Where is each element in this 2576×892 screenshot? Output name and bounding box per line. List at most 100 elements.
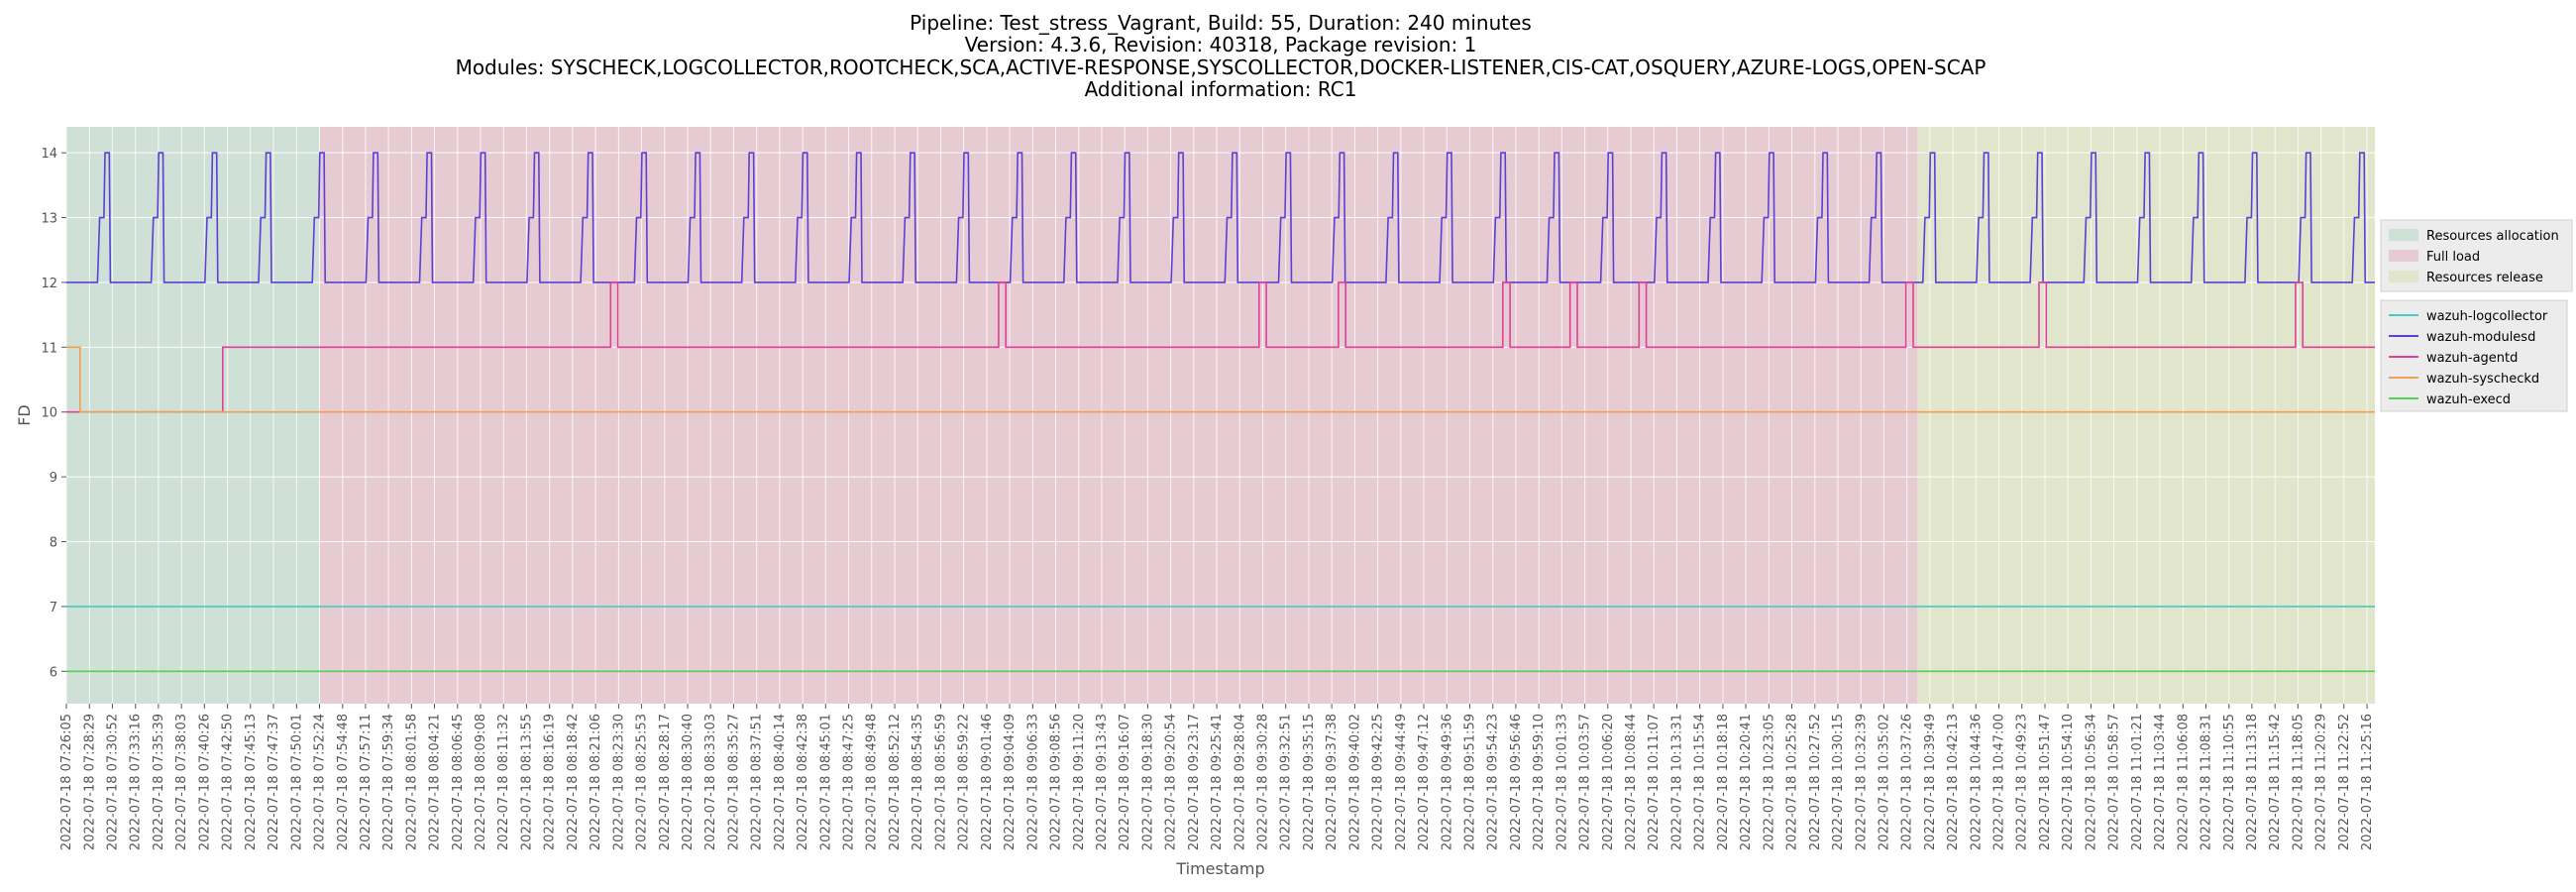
x-tick-label: 2022-07-18 08:13:55 (519, 714, 534, 850)
x-tick-label: 2022-07-18 10:01:33 (1555, 714, 1569, 850)
x-tick-label: 2022-07-18 09:16:07 (1118, 714, 1132, 850)
x-tick-label: 2022-07-18 10:23:05 (1762, 714, 1776, 850)
x-tick-label: 2022-07-18 10:08:44 (1624, 714, 1639, 850)
x-tick-label: 2022-07-18 10:27:52 (1808, 714, 1823, 850)
x-tick-label: 2022-07-18 08:21:06 (589, 714, 603, 850)
series-line-wazuh-syscheckd (66, 346, 2375, 413)
x-tick-label: 2022-07-18 09:11:20 (1072, 714, 1087, 850)
x-tick-label: 2022-07-18 10:56:34 (2084, 714, 2098, 850)
x-tick-label: 2022-07-18 07:59:34 (381, 714, 396, 850)
x-tick-label: 2022-07-18 10:42:13 (1946, 714, 1961, 850)
grid-lines (65, 127, 2375, 704)
legend-series-label: wazuh-syscheckd (2426, 372, 2539, 387)
x-tick-label: 2022-07-18 07:35:39 (152, 714, 166, 850)
x-tick-label: 2022-07-18 08:42:38 (796, 714, 810, 850)
x-tick-label: 2022-07-18 09:40:02 (1347, 714, 1362, 850)
x-tick-label: 2022-07-18 09:37:38 (1325, 714, 1340, 850)
x-tick-label: 2022-07-18 09:06:33 (1025, 714, 1040, 850)
x-tick-label: 2022-07-18 10:49:23 (2015, 714, 2030, 850)
x-tick-label: 2022-07-18 09:32:51 (1279, 714, 1294, 850)
x-tick-label: 2022-07-18 08:09:08 (474, 714, 488, 850)
x-tick-label: 2022-07-18 08:30:40 (681, 714, 696, 850)
x-tick-label: 2022-07-18 09:59:10 (1532, 714, 1547, 850)
y-axis: 6 7 8 9 10 11 12 13 14 (41, 147, 66, 680)
x-tick-label: 2022-07-18 11:03:44 (2153, 714, 2168, 850)
x-tick-label: 2022-07-18 09:35:15 (1302, 714, 1317, 850)
phase-band (66, 127, 320, 704)
x-tick-label: 2022-07-18 09:54:23 (1486, 714, 1501, 850)
x-tick-label: 2022-07-18 09:25:41 (1210, 714, 1225, 850)
phase-bands (66, 127, 2375, 704)
x-tick-label: 2022-07-18 09:28:04 (1233, 714, 1247, 850)
x-tick-label: 2022-07-18 07:50:01 (289, 714, 304, 850)
legend-phases: Resources allocation Full load Resources r… (2380, 219, 2573, 292)
y-tick-label: 6 (50, 665, 57, 680)
x-tick-label: 2022-07-18 11:25:16 (2360, 714, 2375, 850)
x-tick-label: 2022-07-18 08:56:59 (933, 714, 948, 850)
x-tick-label: 2022-07-18 10:13:31 (1669, 714, 1684, 850)
legend-series-label: wazuh-logcollector (2426, 309, 2548, 324)
legend-phase-label: Resources release (2426, 271, 2543, 285)
x-tick-label: 2022-07-18 08:47:25 (842, 714, 857, 850)
x-tick-label: 2022-07-18 11:10:55 (2222, 714, 2237, 850)
x-tick-label: 2022-07-18 10:58:57 (2107, 714, 2122, 850)
x-tick-label: 2022-07-18 07:47:37 (267, 714, 281, 850)
x-tick-label: 2022-07-18 08:06:45 (451, 714, 466, 850)
x-tick-label: 2022-07-18 10:37:26 (1900, 714, 1915, 850)
y-tick-label: 12 (41, 277, 57, 291)
x-tick-label: 2022-07-18 08:40:14 (773, 714, 788, 850)
x-tick-label: 2022-07-18 08:33:03 (703, 714, 718, 850)
x-tick-label: 2022-07-18 11:22:52 (2337, 714, 2352, 850)
x-tick-label: 2022-07-18 09:51:59 (1462, 714, 1477, 850)
y-tick-label: 8 (50, 536, 57, 551)
title-line-modules: Modules: SYSCHECK,LOGCOLLECTOR,ROOTCHECK… (456, 56, 1986, 79)
x-tick-label: 2022-07-18 08:28:17 (658, 714, 673, 850)
title-line-additional: Additional information: RC1 (1085, 77, 1357, 101)
x-tick-label: 2022-07-18 10:47:00 (1992, 714, 2007, 850)
y-tick-label: 9 (50, 471, 57, 486)
x-tick-label: 2022-07-18 07:26:05 (59, 714, 74, 850)
x-tick-label: 2022-07-18 08:04:21 (428, 714, 443, 850)
y-axis-label: FD (15, 404, 34, 426)
x-tick-label: 2022-07-18 10:32:39 (1854, 714, 1869, 850)
x-tick-label: 2022-07-18 09:01:46 (980, 714, 995, 850)
series-line-wazuh-modulesd (66, 152, 2375, 283)
x-tick-label: 2022-07-18 11:08:31 (2199, 714, 2213, 850)
legend-phase-swatch (2389, 271, 2418, 282)
x-tick-label: 2022-07-18 10:35:02 (1877, 714, 1891, 850)
y-tick-label: 10 (41, 406, 57, 421)
x-tick-label: 2022-07-18 09:23:17 (1187, 714, 1202, 850)
legend-phase-swatch (2389, 229, 2418, 241)
x-tick-label: 2022-07-18 08:23:30 (611, 714, 626, 850)
x-tick-label: 2022-07-18 10:03:57 (1578, 714, 1593, 850)
x-tick-label: 2022-07-18 08:54:35 (911, 714, 925, 850)
y-tick-label: 14 (41, 147, 57, 162)
x-tick-label: 2022-07-18 11:18:05 (2291, 714, 2306, 850)
x-tick-label: 2022-07-18 10:51:47 (2038, 714, 2053, 850)
x-tick-label: 2022-07-18 08:49:48 (865, 714, 880, 850)
y-tick-label: 11 (41, 341, 57, 356)
x-tick-label: 2022-07-18 08:11:32 (496, 714, 511, 850)
x-tick-label: 2022-07-18 10:20:41 (1739, 714, 1754, 850)
x-tick-label: 2022-07-18 09:44:49 (1394, 714, 1409, 850)
x-tick-label: 2022-07-18 07:45:13 (244, 714, 259, 850)
x-tick-label: 2022-07-18 11:06:08 (2176, 714, 2191, 850)
legend-series-label: wazuh-agentd (2426, 351, 2518, 366)
x-tick-label: 2022-07-18 10:06:20 (1601, 714, 1616, 850)
x-tick-label: 2022-07-18 07:38:03 (174, 714, 189, 850)
x-tick-label: 2022-07-18 07:42:50 (221, 714, 236, 850)
x-tick-label: 2022-07-18 08:45:01 (818, 714, 833, 850)
chart-title: Pipeline: Test_stress_Vagrant, Build: 55… (456, 11, 1986, 101)
x-tick-label: 2022-07-18 09:18:30 (1140, 714, 1155, 850)
x-axis-label: Timestamp (1175, 859, 1264, 878)
title-line-version: Version: 4.3.6, Revision: 40318, Package… (965, 33, 1477, 56)
x-tick-label: 2022-07-18 10:44:36 (1969, 714, 1984, 850)
x-tick-label: 2022-07-18 10:25:28 (1785, 714, 1800, 850)
y-tick-label: 13 (41, 212, 57, 227)
x-tick-label: 2022-07-18 07:33:16 (129, 714, 144, 850)
x-tick-label: 2022-07-18 09:13:43 (1095, 714, 1110, 850)
x-tick-label: 2022-07-18 09:42:25 (1371, 714, 1386, 850)
x-tick-label: 2022-07-18 07:54:48 (336, 714, 351, 850)
x-tick-label: 2022-07-18 11:15:42 (2268, 714, 2283, 850)
legend-series-label: wazuh-execd (2426, 392, 2511, 407)
